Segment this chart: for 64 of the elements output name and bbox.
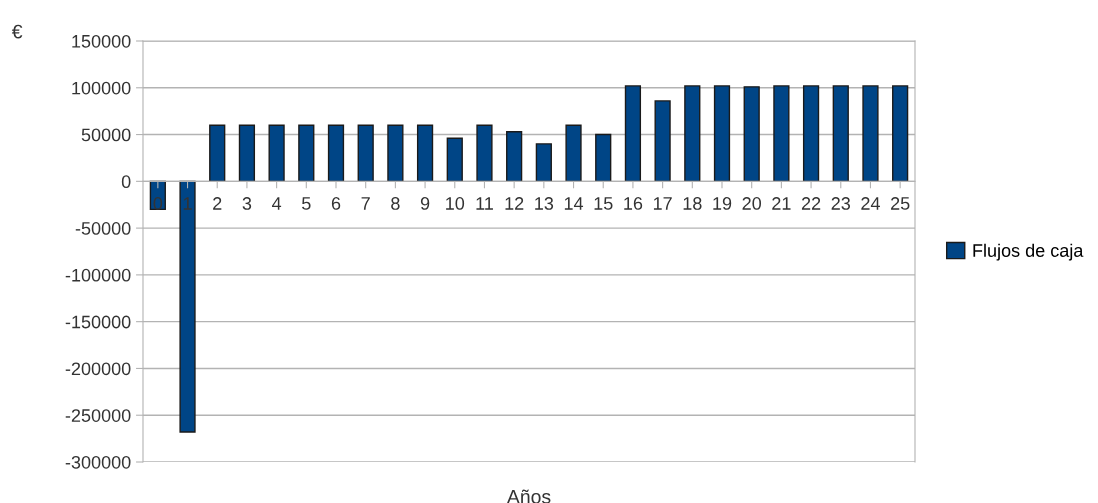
x-tick-label: 14 <box>564 197 584 210</box>
y-tick-label: -200000 <box>65 362 131 376</box>
x-tick-label: 2 <box>213 197 222 210</box>
legend-label: Flujos de caja <box>973 243 1084 261</box>
x-tick-label: 25 <box>891 197 910 210</box>
x-tick-label: 4 <box>272 197 282 210</box>
x-axis-title: Años <box>506 489 551 503</box>
bar <box>357 124 374 183</box>
bar <box>773 85 790 183</box>
x-tick-label: 23 <box>831 197 851 210</box>
x-tick-label: 18 <box>683 197 702 210</box>
bar <box>506 131 523 183</box>
y-tick-label: -300000 <box>65 455 131 469</box>
x-tick-label: 19 <box>713 197 732 210</box>
bar <box>713 85 731 183</box>
bar <box>179 180 196 433</box>
x-tick-label: 21 <box>772 197 791 210</box>
x-tick-label: 6 <box>331 197 341 210</box>
bar <box>832 85 849 183</box>
x-tick-label: 3 <box>242 197 252 210</box>
bar <box>446 137 463 183</box>
bar <box>535 143 552 183</box>
x-tick-label: 7 <box>361 197 370 210</box>
x-tick-label: 11 <box>476 197 493 210</box>
bar <box>327 124 345 183</box>
bar <box>624 85 642 183</box>
bar <box>565 124 582 183</box>
bar <box>416 124 434 183</box>
x-tick-label: 24 <box>861 197 880 210</box>
y-axis-title: € <box>11 24 23 39</box>
bar <box>862 85 879 183</box>
bar <box>684 85 701 183</box>
bar <box>268 124 285 183</box>
bar <box>298 124 315 183</box>
bar <box>892 85 909 183</box>
y-tick-label: -50000 <box>75 222 131 235</box>
x-tick-label: 20 <box>742 197 762 210</box>
y-tick-label: -150000 <box>65 315 131 329</box>
x-tick-label: 0 <box>153 197 163 210</box>
x-tick-label: 9 <box>420 197 430 210</box>
bar <box>238 124 256 183</box>
x-tick-label: 22 <box>801 197 821 210</box>
x-tick-label: 8 <box>391 197 400 210</box>
x-tick-label: 17 <box>653 197 672 210</box>
y-tick-label: 50000 <box>81 128 131 142</box>
x-tick-label: 16 <box>624 197 643 210</box>
x-tick-label: 13 <box>535 197 554 210</box>
bar <box>654 100 671 183</box>
x-tick-label: 12 <box>505 197 524 210</box>
y-tick-label: 150000 <box>72 34 131 48</box>
bar <box>387 124 404 183</box>
bar <box>595 133 612 183</box>
bar <box>476 124 493 183</box>
bar <box>802 85 820 183</box>
x-tick-label: 15 <box>594 197 613 210</box>
bar <box>743 86 760 183</box>
bar <box>209 124 226 183</box>
x-tick-label: 5 <box>302 197 311 210</box>
y-tick-label: 100000 <box>72 81 131 95</box>
x-tick-label: 1 <box>183 197 192 210</box>
y-tick-label: -100000 <box>65 268 131 282</box>
y-tick-label: -250000 <box>65 409 131 422</box>
x-tick-label: 10 <box>446 197 465 210</box>
y-tick-label: 0 <box>121 175 131 189</box>
